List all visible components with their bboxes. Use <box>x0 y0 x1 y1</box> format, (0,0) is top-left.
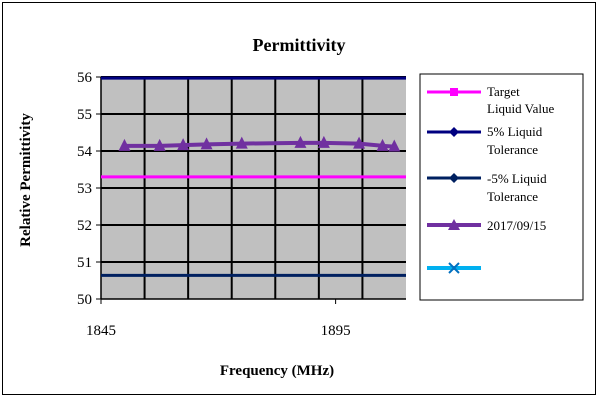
x-axis-title: Frequency (MHz) <box>220 363 334 379</box>
y-tick-label: 50 <box>77 292 92 308</box>
legend-label-plus5-line2: Tolerance <box>487 142 538 157</box>
legend-label-target-line2: Liquid Value <box>487 101 555 116</box>
y-tick-label: 56 <box>77 70 93 86</box>
y-tick-label: 52 <box>77 218 92 234</box>
x-tick-label: 1895 <box>321 323 351 339</box>
y-tick-label: 54 <box>77 144 93 160</box>
legend-label-minus5-line1: -5% Liquid <box>487 171 547 186</box>
legend-label-plus5-line1: 5% Liquid <box>487 124 543 139</box>
legend-marker-target <box>450 88 458 96</box>
legend-label-measured: 2017/09/15 <box>487 218 546 233</box>
legend-label-minus5-line2: Tolerance <box>487 189 538 204</box>
x-tick-label: 1845 <box>86 323 116 339</box>
y-tick-label: 53 <box>77 181 92 197</box>
y-tick-label: 51 <box>77 255 92 271</box>
chart-title: Permittivity <box>253 35 346 55</box>
chart-frame: Permittivity Relative Permittivity Frequ… <box>2 2 596 395</box>
legend-label-target-line1: Target <box>487 84 520 99</box>
y-axis-title: Relative Permittivity <box>18 113 34 247</box>
plot-area <box>101 77 406 299</box>
permittivity-chart: Permittivity Relative Permittivity Frequ… <box>3 3 595 394</box>
legend: Target Liquid Value 5% Liquid Tolerance … <box>420 74 583 300</box>
y-tick-label: 55 <box>77 107 92 123</box>
